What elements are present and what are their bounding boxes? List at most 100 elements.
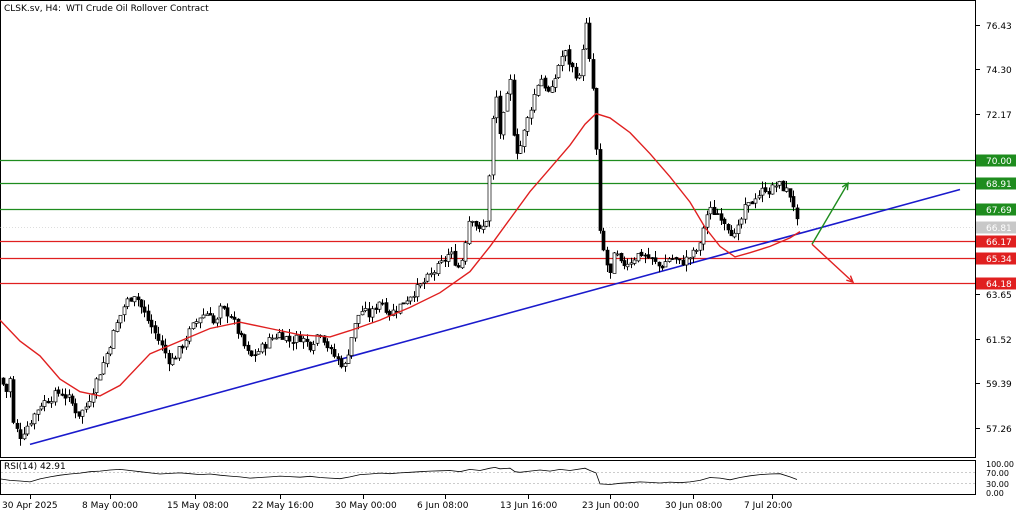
level-label-box: [976, 154, 1016, 167]
candle-bull: [412, 295, 417, 298]
candle-bear: [156, 333, 161, 341]
candle-bear: [291, 342, 296, 344]
level-label-box: [976, 252, 1016, 265]
main-plot-frame: [0, 0, 976, 458]
candle-bear: [674, 257, 679, 260]
candle-bear: [339, 358, 344, 368]
candle-bear: [453, 250, 458, 266]
candle-bull: [294, 334, 299, 343]
candle-bear: [246, 344, 251, 351]
candle-bear: [443, 259, 448, 262]
price-tick-label: 63.65: [986, 291, 1012, 301]
time-tick-label: 15 May 08:00: [167, 501, 229, 511]
candle-bull: [67, 394, 72, 398]
candle-bull: [363, 308, 368, 311]
candle-bull: [705, 214, 710, 228]
candle-bear: [498, 95, 503, 135]
candle-bear: [670, 258, 675, 260]
level-label: 65.34: [986, 255, 1012, 265]
time-tick-label: 7 Jul 20:00: [744, 501, 793, 511]
candle-bear: [153, 325, 158, 334]
candle-bear: [222, 305, 227, 309]
candle-bull: [467, 220, 472, 245]
moving-average-layer: [0, 112, 801, 397]
candle-bull: [422, 281, 427, 284]
candle-bear: [605, 249, 610, 266]
candle-bull: [432, 272, 437, 275]
candle-bull: [270, 337, 275, 340]
candle-bull: [349, 337, 354, 356]
candle-bull: [360, 311, 365, 316]
candle-bear: [160, 340, 165, 346]
candle-bear: [767, 191, 772, 195]
candle-bear: [253, 354, 258, 357]
candle-bear: [677, 258, 682, 261]
candle-bull: [563, 50, 568, 57]
candle-bull: [560, 56, 565, 66]
current-price-label: 66.81: [986, 224, 1012, 234]
current-price-box: [976, 221, 1016, 234]
candle-bull: [777, 181, 782, 186]
candle-bear: [712, 206, 717, 215]
price-tick-label: 74.30: [986, 66, 1012, 76]
candle-bull: [405, 300, 410, 305]
candle-bear: [729, 229, 734, 237]
candle-bull: [101, 362, 106, 375]
candle-bear: [56, 389, 61, 394]
candle-bull: [346, 354, 351, 364]
bullish-arrow-head: [841, 181, 849, 191]
candle-bull: [481, 225, 486, 230]
candle-bear: [232, 316, 237, 320]
candle-bear: [763, 187, 768, 192]
candle-bull: [87, 401, 92, 407]
candle-bull: [284, 336, 289, 341]
ascending-trendline: [29, 188, 961, 446]
candle-bear: [587, 22, 592, 60]
price-tick-label: 59.39: [986, 380, 1012, 390]
candle-bear: [660, 265, 665, 269]
candle-bear: [598, 149, 603, 231]
candle-bear: [229, 316, 234, 318]
candle-bull: [98, 374, 103, 381]
candle-bull: [177, 346, 182, 359]
candle-bear: [715, 213, 720, 215]
candle-bull: [691, 249, 696, 258]
candle-bull: [122, 306, 127, 316]
candle-bull: [91, 393, 96, 403]
candle-bull: [267, 337, 272, 349]
price-tick-label: 61.52: [986, 336, 1012, 346]
candle-bull: [408, 296, 413, 302]
candle-bear: [15, 422, 20, 429]
bullish-arrow: [811, 182, 849, 245]
rsi-plot-frame: [0, 460, 976, 495]
candle-bear: [63, 394, 68, 399]
candle-bull: [667, 258, 672, 262]
candle-bear: [726, 224, 731, 231]
rsi-axis-label: 100.00: [986, 460, 1014, 469]
candle-bull: [753, 198, 758, 204]
time-axis: 30 Apr 2025 8 May 00:00 15 May 08:00 22 May…: [2, 494, 793, 511]
candle-bear: [601, 230, 606, 251]
candle-bear: [650, 257, 655, 259]
candle-bull: [532, 94, 537, 111]
candle-bear: [384, 302, 389, 313]
candle-bear: [622, 260, 627, 266]
candle-bear: [329, 346, 334, 350]
level-label: 67.69: [986, 206, 1012, 216]
candle-bear: [719, 213, 724, 221]
candle-bull: [539, 78, 544, 87]
bearish-arrow: [811, 243, 854, 283]
level-label-box: [976, 277, 1016, 290]
candle-bull: [39, 405, 44, 410]
candle-bull: [194, 321, 199, 324]
candle-bear: [474, 220, 479, 227]
candle-bull: [550, 86, 555, 93]
candle-bull: [115, 322, 120, 332]
candle-bear: [657, 261, 662, 267]
candle-bull: [460, 259, 465, 269]
candle-bull: [522, 129, 527, 147]
candle-bull: [391, 309, 396, 316]
candle-bull: [529, 109, 534, 119]
